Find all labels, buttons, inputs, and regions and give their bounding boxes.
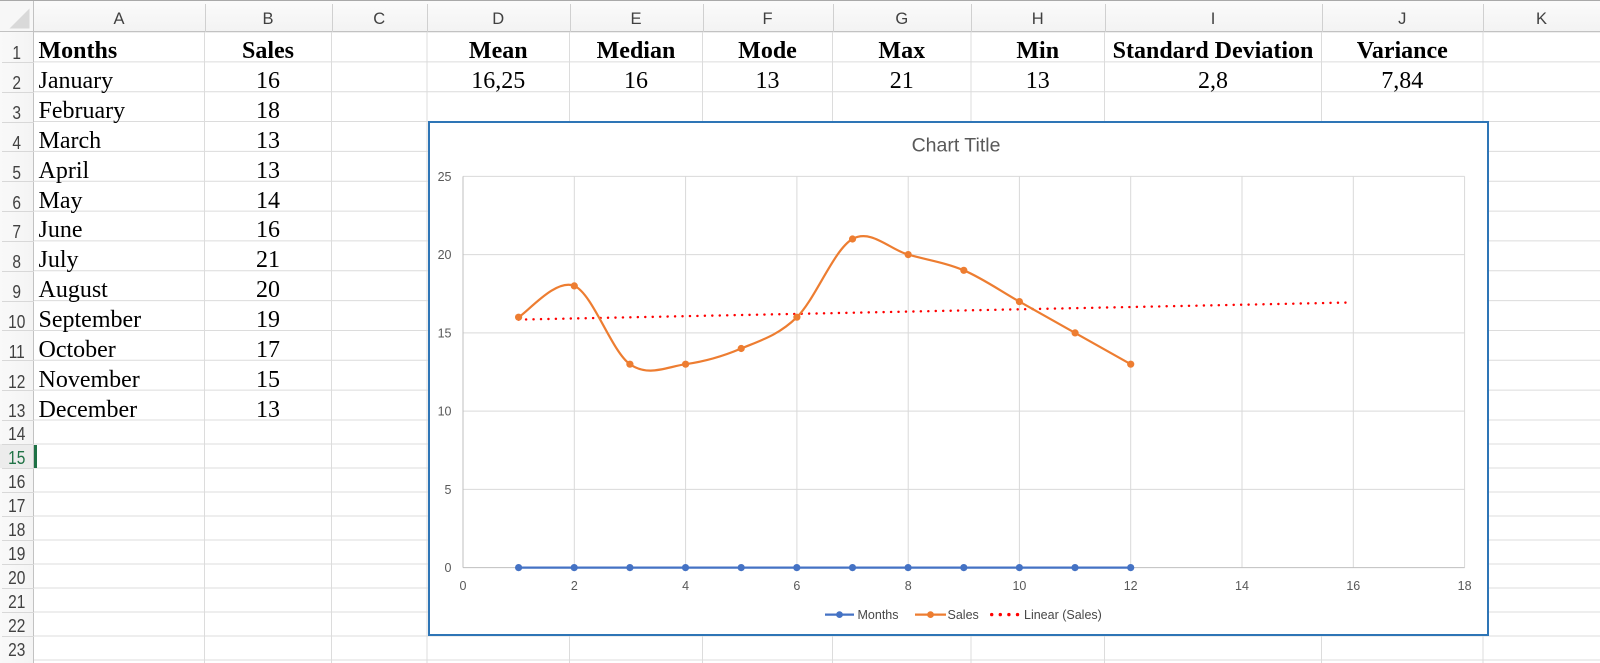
svg-text:12: 12 — [1124, 579, 1138, 593]
svg-text:Sales: Sales — [948, 608, 979, 622]
svg-text:4: 4 — [682, 579, 689, 593]
svg-text:6: 6 — [793, 579, 800, 593]
svg-text:16: 16 — [1346, 579, 1360, 593]
svg-text:0: 0 — [445, 561, 452, 575]
svg-text:20: 20 — [438, 248, 452, 262]
svg-text:8: 8 — [905, 579, 912, 593]
svg-text:18: 18 — [1458, 579, 1472, 593]
svg-text:10: 10 — [1012, 579, 1026, 593]
svg-text:0: 0 — [460, 579, 467, 593]
svg-text:Months: Months — [858, 608, 899, 622]
svg-text:25: 25 — [438, 170, 452, 184]
svg-text:5: 5 — [445, 483, 452, 497]
svg-text:14: 14 — [1235, 579, 1249, 593]
svg-text:Chart Title: Chart Title — [912, 135, 1001, 157]
svg-text:Linear (Sales): Linear (Sales) — [1024, 608, 1102, 622]
svg-text:10: 10 — [438, 405, 452, 419]
svg-text:15: 15 — [438, 326, 452, 340]
svg-text:2: 2 — [571, 579, 578, 593]
